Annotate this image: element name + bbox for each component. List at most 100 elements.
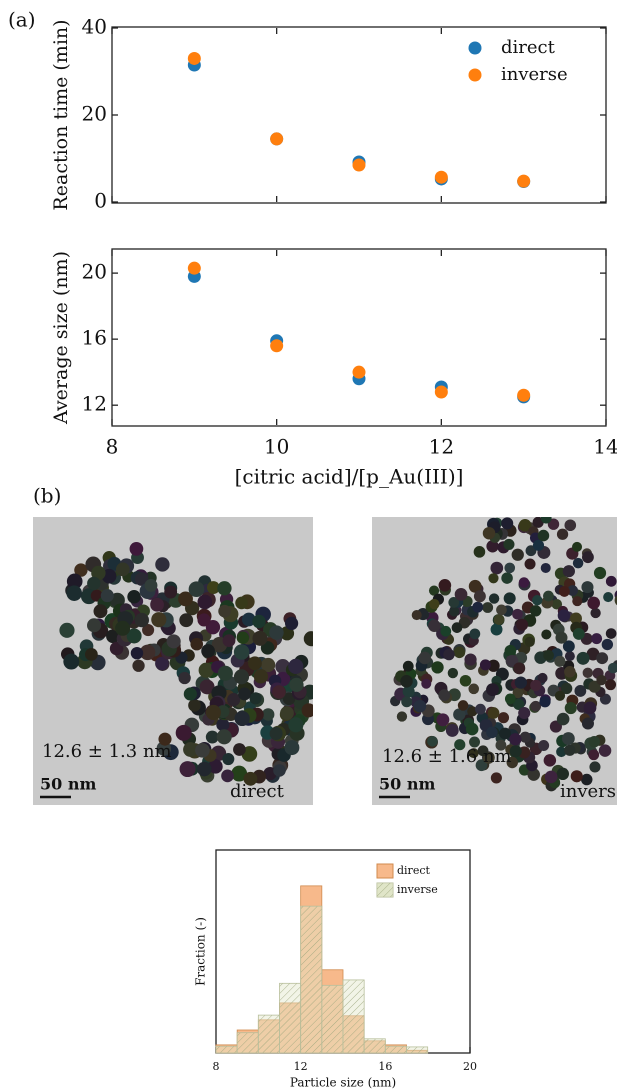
particle bbox=[261, 708, 275, 721]
panel-label: (b) bbox=[33, 484, 61, 508]
particle bbox=[486, 540, 499, 553]
particle bbox=[158, 732, 172, 746]
particle bbox=[607, 662, 617, 674]
particle bbox=[280, 706, 294, 720]
particle bbox=[440, 625, 452, 637]
histogram-bar bbox=[279, 982, 302, 1054]
particle bbox=[524, 636, 535, 648]
particle bbox=[543, 754, 557, 767]
particle bbox=[504, 644, 517, 657]
particle bbox=[499, 727, 511, 740]
particle bbox=[469, 628, 481, 640]
particle bbox=[155, 656, 169, 671]
particle bbox=[560, 682, 573, 695]
particle bbox=[282, 692, 296, 706]
particle bbox=[93, 604, 108, 619]
particle bbox=[261, 657, 276, 673]
particle bbox=[564, 666, 576, 678]
particle bbox=[130, 646, 144, 660]
panel-label: (a) bbox=[8, 8, 36, 32]
x-tick-label: 20 bbox=[463, 1060, 477, 1073]
particle bbox=[448, 597, 460, 608]
particle bbox=[582, 551, 594, 564]
histogram-bar bbox=[342, 979, 365, 1054]
particle bbox=[243, 771, 258, 786]
particle bbox=[179, 761, 196, 778]
particle bbox=[179, 613, 194, 628]
particle bbox=[467, 706, 478, 717]
particle bbox=[468, 683, 480, 695]
particle bbox=[596, 652, 609, 665]
particle bbox=[272, 685, 286, 699]
particle bbox=[556, 712, 570, 726]
particle bbox=[588, 749, 600, 761]
particle bbox=[222, 753, 235, 766]
particle bbox=[445, 724, 459, 737]
particle bbox=[465, 722, 479, 736]
particle bbox=[543, 590, 554, 602]
particle bbox=[233, 743, 246, 756]
x-tick-label: 10 bbox=[264, 435, 289, 459]
particle bbox=[457, 700, 469, 711]
plot-frame bbox=[111, 248, 607, 427]
particle bbox=[518, 577, 530, 588]
particle bbox=[205, 730, 219, 744]
particle bbox=[469, 736, 480, 748]
particle bbox=[514, 676, 527, 689]
particle bbox=[503, 592, 516, 605]
particle bbox=[501, 517, 514, 530]
particle bbox=[178, 671, 191, 685]
particle bbox=[605, 575, 617, 587]
particle bbox=[486, 726, 498, 739]
particle bbox=[66, 585, 83, 601]
particle bbox=[591, 633, 603, 645]
data-point bbox=[352, 158, 366, 172]
particle bbox=[233, 669, 250, 685]
histogram-bar bbox=[257, 1014, 280, 1054]
particle bbox=[468, 579, 482, 593]
particle bbox=[477, 745, 489, 757]
particle bbox=[164, 585, 178, 599]
particle bbox=[482, 526, 496, 540]
particle bbox=[556, 767, 570, 781]
particle bbox=[588, 680, 601, 693]
particle bbox=[396, 711, 408, 722]
particle bbox=[496, 604, 507, 616]
particle bbox=[504, 562, 516, 574]
particle bbox=[87, 618, 102, 633]
particle bbox=[273, 764, 286, 777]
particle bbox=[473, 546, 486, 558]
particle bbox=[479, 659, 491, 671]
y-tick-label: 0 bbox=[94, 189, 107, 213]
particle bbox=[428, 619, 441, 632]
particle bbox=[66, 573, 83, 590]
particle bbox=[443, 648, 455, 661]
histogram-bar bbox=[363, 1038, 386, 1054]
particle bbox=[544, 770, 558, 784]
particle bbox=[574, 685, 587, 697]
particle bbox=[400, 675, 413, 688]
particle bbox=[63, 653, 80, 670]
particle bbox=[269, 625, 284, 640]
particle bbox=[459, 674, 472, 687]
particle bbox=[284, 740, 300, 756]
particle bbox=[303, 631, 313, 647]
data-point bbox=[434, 170, 448, 184]
particle bbox=[572, 541, 583, 552]
particle bbox=[532, 595, 543, 606]
particle bbox=[562, 640, 575, 653]
particle bbox=[91, 565, 106, 581]
particle bbox=[564, 519, 577, 532]
particle bbox=[475, 759, 488, 772]
particle bbox=[201, 644, 215, 658]
particle bbox=[504, 693, 516, 705]
size-caption: 12.6 ± 1.6 nm bbox=[382, 746, 512, 767]
particle bbox=[472, 601, 484, 613]
particle bbox=[567, 585, 579, 596]
particle bbox=[221, 769, 234, 783]
legend-marker bbox=[468, 68, 482, 82]
y-tick-label: 40 bbox=[82, 15, 107, 39]
particle bbox=[234, 710, 250, 727]
particle bbox=[605, 628, 617, 639]
particle bbox=[583, 701, 597, 715]
